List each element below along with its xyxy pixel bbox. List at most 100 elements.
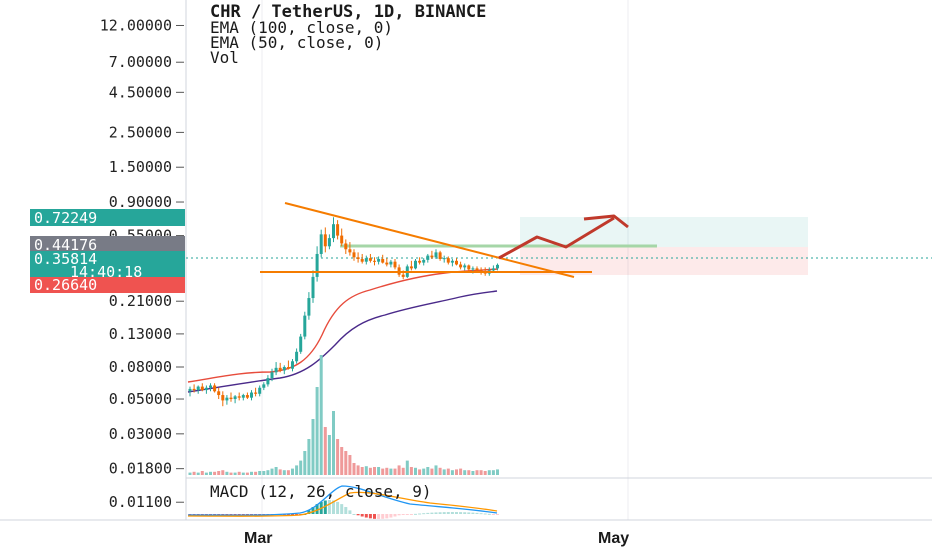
volume-bar [422,468,426,475]
candle [467,264,471,272]
candle [381,254,385,264]
candle [278,362,282,373]
macd-bar [442,512,446,514]
candle-body [332,224,335,239]
candle [196,385,200,394]
volume-bar [200,471,204,475]
volume-bar [496,469,499,475]
candle [266,375,270,387]
volume-bar [352,463,356,475]
candle [323,227,327,253]
macd-bar [496,514,499,515]
svg-text:0.44176: 0.44176 [34,236,97,254]
macd-signal-line [187,491,498,517]
candle-body [496,264,499,269]
y-axis-ticks: 32.0000020.0000012.000007.000004.500002.… [100,16,184,511]
volume-bar [471,471,475,475]
candle [229,392,233,402]
candle [368,253,372,263]
volume-bar [426,467,430,475]
volume-bar [241,472,245,475]
candle-body [475,268,479,271]
y-tick-label: 0.08000 [109,358,172,376]
candle-body [282,366,286,371]
candle-body [463,265,467,268]
candle-body [188,388,192,392]
volume-bar [397,465,401,475]
candle-body [385,262,389,265]
macd-bar [356,514,360,516]
y-tick-label: 0.03000 [109,425,172,443]
volume-bar [311,419,315,475]
macd-bar [364,514,368,518]
volume-bars [188,355,499,475]
candle [463,263,467,271]
candle [459,261,463,270]
macd-bar [459,512,463,514]
candle-body [442,258,446,260]
candle-body [250,392,253,398]
candle [438,250,442,261]
candle [213,383,217,393]
candle [319,229,323,258]
candle-body [409,266,413,269]
triangle-upper-line [284,202,575,278]
chart-title: CHR / TetherUS, 1D, BINANCE [210,2,486,22]
candle [245,392,249,400]
candle [344,239,348,254]
volume-bar [254,471,258,475]
macd-bar [426,512,430,514]
price-tag-resistance: 0.44176 [30,236,185,254]
candle-body [422,259,426,263]
candle-body [459,264,463,268]
candle-body [368,258,372,261]
macd-bar [479,513,483,515]
macd-bar [368,514,372,519]
candle [340,228,344,247]
volume-bar [274,467,278,475]
candle-body [213,385,217,392]
macd-bar [373,514,376,519]
volume-bar [373,467,376,475]
candle-body [467,265,471,270]
svg-text:0.26640: 0.26640 [34,276,97,294]
candle [286,360,290,370]
candle-body [336,224,340,236]
volume-bar [442,469,446,475]
volume-bar [229,472,233,475]
macd-bar [323,500,327,514]
macd-bar [332,500,335,514]
candle [442,255,446,263]
y-tick-label: 0.01100 [109,493,172,511]
volume-bar [360,467,364,475]
candle-body [450,260,454,263]
candle [233,395,237,404]
candle-body [381,259,385,263]
volume-bar [323,427,327,475]
candle [352,249,356,261]
macd-bar [291,514,294,515]
volume-bar [336,439,340,475]
candle [241,393,245,401]
candle-body [266,378,270,385]
candle [389,259,393,268]
candle [360,253,364,264]
y-tick-label: 7.00000 [109,53,172,71]
candle [373,257,376,266]
candle-body [471,268,475,270]
volume-bar [479,470,483,475]
candle [221,391,225,407]
volume-bar [295,465,299,475]
candle-body [479,270,483,272]
macd-bar [430,512,434,514]
macd-bar [385,514,389,519]
volume-bar [487,470,491,475]
macd-bar [434,512,438,514]
volume-bar [192,471,196,475]
candle [200,383,204,392]
candle [364,255,368,265]
volume-bar [291,468,294,475]
macd-bar [455,512,458,514]
volume-bar [209,471,212,475]
svg-text:0.72249: 0.72249 [34,209,97,227]
